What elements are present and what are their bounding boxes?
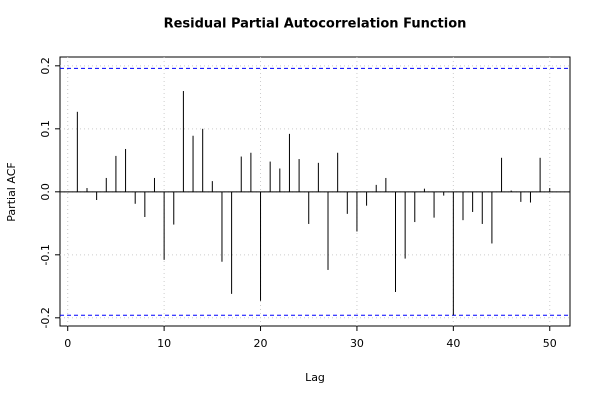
x-tick-label: 30 [350, 337, 364, 350]
y-tick-label: -0.1 [39, 244, 52, 265]
x-tick-label: 10 [157, 337, 171, 350]
x-tick-label: 40 [446, 337, 460, 350]
chart-title: Residual Partial Autocorrelation Functio… [164, 17, 467, 32]
y-tick-label: 0.1 [39, 120, 52, 138]
x-tick-label: 20 [254, 337, 268, 350]
y-tick-label: 0.0 [39, 183, 52, 201]
y-axis-label: Partial ACF [5, 162, 18, 221]
x-axis-label: Lag [305, 371, 325, 384]
x-tick-label: 50 [543, 337, 557, 350]
y-tick-label: -0.2 [39, 307, 52, 328]
y-tick-label: 0.2 [39, 57, 52, 75]
x-tick-label: 0 [64, 337, 71, 350]
